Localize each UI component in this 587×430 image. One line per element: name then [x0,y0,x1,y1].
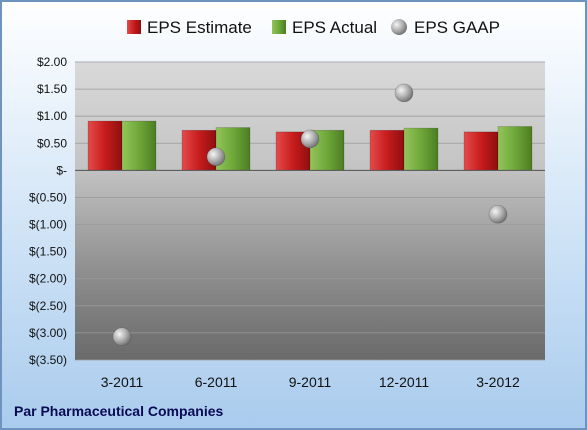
y-tick-label: $(3.50) [29,353,67,367]
y-tick-label: $0.50 [37,136,67,150]
legend-swatch-eps-actual [272,20,286,34]
marker-eps-gaap [488,204,508,224]
company-label: Par Pharmaceutical Companies [14,403,224,419]
y-tick-label: $(3.00) [29,326,67,340]
y-axis-ticks: $2.00 $1.50 $1.00 $0.50 $- $(0.50) $(1.00) $(1.… [29,55,67,367]
legend-label-eps-actual: EPS Actual [292,18,377,37]
x-tick-label: 6-2011 [195,374,238,390]
marker-eps-gaap [112,327,132,347]
bar-eps-estimate [369,129,405,171]
x-tick-label: 3-2011 [101,374,144,390]
legend: EPS Estimate EPS Actual EPS GAAP [127,18,500,37]
bar-eps-estimate [463,131,499,171]
y-tick-label: $(0.50) [29,190,67,204]
legend-swatch-eps-estimate [127,20,141,34]
y-tick-label: $(2.00) [29,272,67,286]
y-tick-label: $1.50 [37,82,67,96]
bar-eps-estimate [87,120,123,171]
y-tick-label: $(2.50) [29,299,67,313]
legend-label-eps-gaap: EPS GAAP [414,18,500,37]
gridlines [75,61,545,361]
y-tick-label: $2.00 [37,55,67,69]
marker-eps-gaap [394,83,414,103]
x-axis-ticks: 3-2011 6-2011 9-2011 12-2011 3-2012 [101,374,520,390]
plot-area [75,62,545,360]
y-tick-label: $- [56,163,67,177]
y-tick-label: $1.00 [37,109,67,123]
y-tick-label: $(1.00) [29,218,67,232]
bar-eps-actual [497,126,533,171]
legend-label-eps-estimate: EPS Estimate [147,18,252,37]
legend-marker-eps-gaap [391,19,407,35]
marker-eps-gaap [206,147,226,167]
bar-eps-actual [121,120,157,171]
bar-eps-actual [403,127,439,171]
y-tick-label: $(1.50) [29,245,67,259]
marker-eps-gaap [300,129,320,149]
bars [87,120,533,171]
x-tick-label: 12-2011 [379,374,430,390]
gaap-markers [112,83,508,347]
x-tick-label: 3-2012 [476,374,520,390]
x-tick-label: 9-2011 [289,374,332,390]
